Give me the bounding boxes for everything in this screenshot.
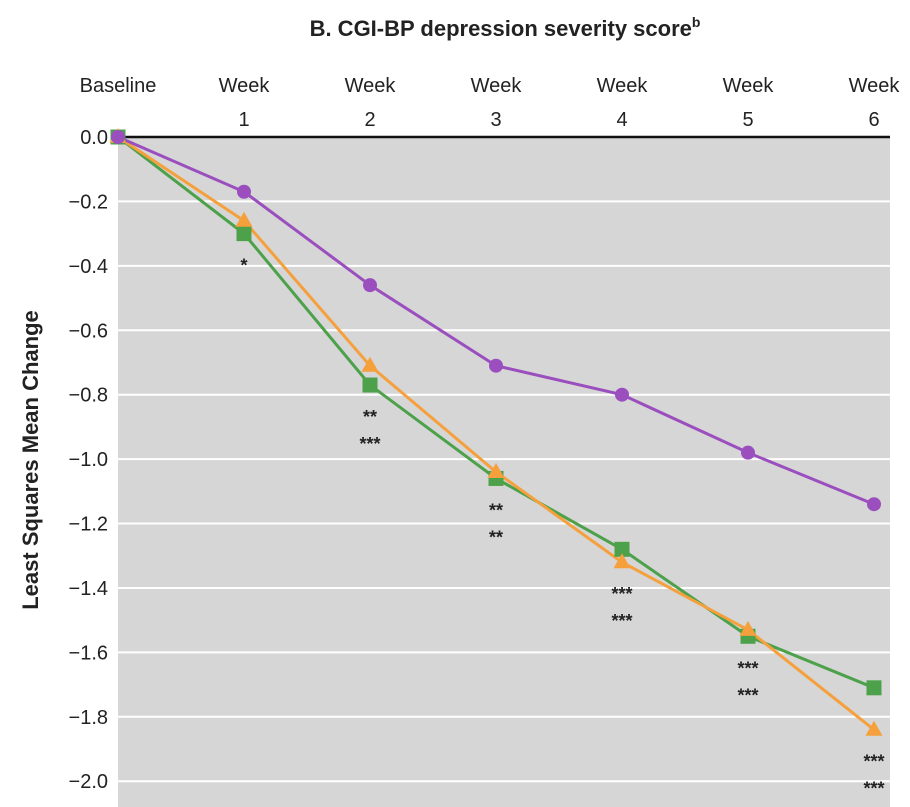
y-tick-label: −0.8 [69,385,108,407]
point [361,356,379,372]
y-tick-label: −0.6 [69,320,108,342]
y-tick-label: 0.0 [80,127,108,149]
significance-mark: *** [863,779,884,799]
significance-mark: *** [863,752,884,772]
point [363,278,377,293]
point [865,720,883,736]
point [237,184,251,199]
significance-mark: ** [489,527,503,547]
significance-mark: *** [737,685,758,705]
x-tick-label: Week 3 [471,75,523,131]
plot-background [118,137,890,807]
y-tick-label: −1.8 [69,707,108,729]
point [235,211,253,227]
point [739,620,757,636]
chart-title: B. CGI-BP depression severity scoreb [310,14,701,41]
significance-mark: *** [611,611,632,631]
point [613,553,631,569]
significance-mark: *** [737,658,758,678]
point [614,541,630,557]
point [866,680,882,696]
y-tick-label: −0.4 [69,256,108,278]
y-tick-label: −1.0 [69,449,108,471]
y-tick-label: −0.2 [69,191,108,213]
point [362,377,378,393]
significance-mark: ** [489,500,503,520]
x-tick-label: Baseline [80,75,157,97]
title-text: B. CGI-BP depression severity score [310,16,692,41]
y-axis-label: Least Squares Mean Change [18,310,43,610]
y-tick-label: −2.0 [69,771,108,793]
x-tick-label: Week 4 [597,75,649,131]
point [741,445,755,460]
x-tick-label: Week 2 [345,75,397,131]
point [487,463,505,478]
significance-mark: * [240,256,247,276]
point [615,387,629,402]
significance-mark: *** [611,584,632,604]
point [489,358,503,373]
point [236,226,252,242]
x-tick-label: Week 5 [723,75,775,131]
y-tick-label: −1.4 [69,578,108,600]
x-tick-label: Week 1 [219,75,271,131]
title-superscript: b [692,14,701,30]
point [867,497,881,512]
y-tick-label: −1.2 [69,514,108,536]
y-tick-label: −1.6 [69,642,108,664]
x-tick-label: Week 6 [849,75,901,131]
significance-mark: ** [363,407,377,427]
significance-mark: *** [359,434,380,454]
point [111,130,125,144]
